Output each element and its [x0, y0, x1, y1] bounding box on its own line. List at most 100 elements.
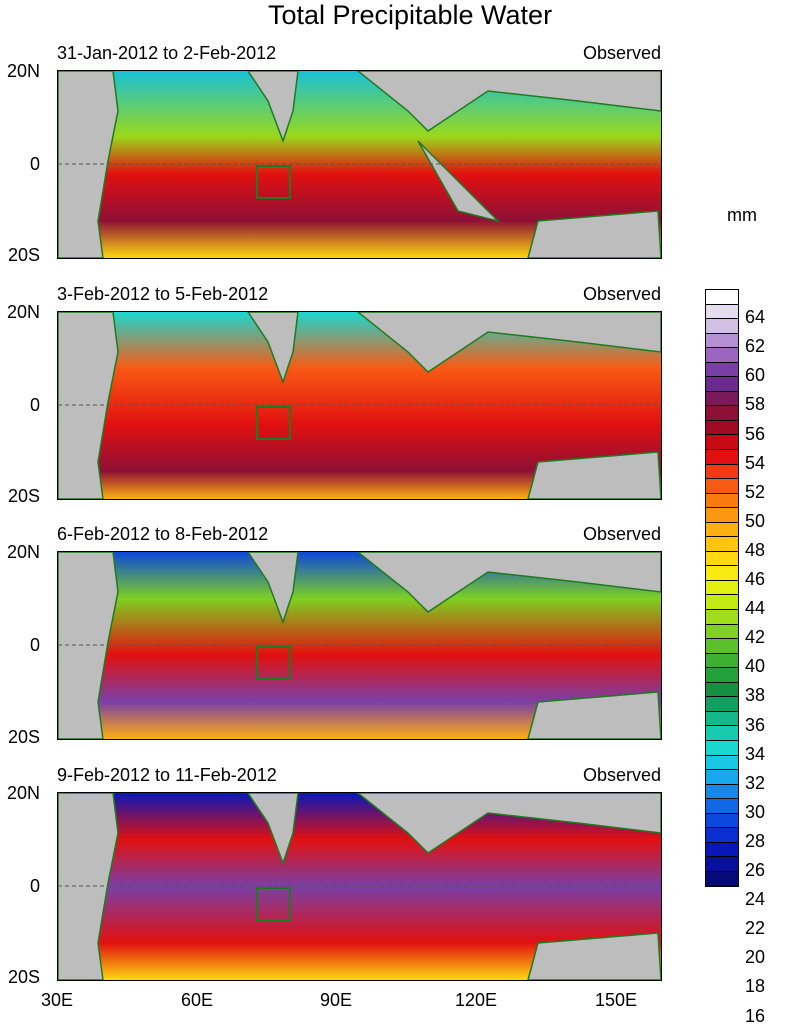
colorbar-label: 48 — [745, 539, 766, 560]
panel-3-date: 6-Feb-2012 to 8-Feb-2012 — [57, 524, 269, 544]
colorbar-swatch — [706, 653, 738, 669]
colorbar-label: 50 — [745, 510, 766, 531]
lat-20n-2: 20N — [6, 302, 40, 322]
colorbar-swatch — [706, 493, 738, 509]
colorbar-swatch — [706, 595, 738, 611]
colorbar-swatch — [706, 624, 738, 640]
lon-150e: 150E — [594, 990, 638, 1010]
colorbar-swatch — [706, 450, 738, 465]
lat-0-3: 0 — [29, 635, 40, 655]
panel-2-date: 3-Feb-2012 to 5-Feb-2012 — [57, 284, 269, 304]
colorbar-swatch — [706, 420, 738, 436]
colorbar-swatch — [706, 668, 738, 683]
colorbar-swatch — [706, 435, 738, 451]
map-panel-1 — [57, 70, 662, 259]
colorbar-swatch — [706, 551, 738, 567]
colorbar-label: 54 — [745, 452, 766, 473]
lon-120e: 120E — [454, 990, 498, 1010]
colorbar-swatch — [706, 842, 738, 858]
panel-2-tag: Observed — [582, 284, 661, 304]
colorbar-unit: mm — [727, 205, 757, 225]
lat-20s-3: 20S — [7, 727, 40, 747]
colorbar-swatch — [706, 537, 738, 552]
colorbar-label: 18 — [745, 976, 766, 997]
lon-30e: 30E — [40, 990, 74, 1010]
colorbar-swatch — [706, 362, 738, 378]
colorbar-label: 64 — [745, 307, 766, 328]
lat-0-1: 0 — [29, 154, 40, 174]
colorbar-swatch — [706, 508, 738, 523]
colorbar-label: 38 — [745, 685, 766, 706]
colorbar-label: 16 — [745, 1005, 766, 1026]
colorbar-swatch — [706, 784, 738, 800]
colorbar-swatch — [706, 726, 738, 741]
colorbar-label: 52 — [745, 481, 766, 502]
panel-3-tag: Observed — [582, 524, 661, 544]
colorbar-swatch — [706, 479, 738, 494]
colorbar-swatch — [706, 464, 738, 480]
lat-0-2: 0 — [29, 395, 40, 415]
panel-4-tag: Observed — [582, 765, 661, 785]
colorbar-label: 42 — [745, 627, 766, 648]
colorbar-label: 58 — [745, 394, 766, 415]
colorbar-swatch — [706, 610, 738, 625]
colorbar-swatch — [706, 697, 738, 712]
colorbar-label: 36 — [745, 714, 766, 735]
panel-1-date: 31-Jan-2012 to 2-Feb-2012 — [57, 43, 277, 63]
colorbar-label: 30 — [745, 801, 766, 822]
lat-20s-4: 20S — [7, 967, 40, 987]
colorbar-swatch — [706, 348, 738, 363]
colorbar-swatch — [706, 580, 738, 596]
colorbar-swatch — [706, 522, 738, 538]
colorbar-swatch — [706, 770, 738, 785]
lat-0-4: 0 — [29, 876, 40, 896]
lat-20s-2: 20S — [7, 486, 40, 506]
lat-20s-1: 20S — [7, 245, 40, 265]
colorbar-label: 60 — [745, 365, 766, 386]
colorbar-swatch — [706, 682, 738, 698]
colorbar-label: 56 — [745, 423, 766, 444]
colorbar-swatch — [706, 304, 738, 320]
colorbar-label: 28 — [745, 830, 766, 851]
panel-1-tag: Observed — [582, 43, 661, 63]
panel-4-date: 9-Feb-2012 to 11-Feb-2012 — [57, 765, 277, 785]
colorbar-swatch — [706, 755, 738, 771]
colorbar — [705, 289, 739, 888]
colorbar-swatch — [706, 813, 738, 829]
colorbar-swatch — [706, 290, 738, 305]
colorbar-label: 46 — [745, 569, 766, 589]
colorbar-swatch — [706, 377, 738, 392]
colorbar-label: 40 — [745, 656, 766, 677]
map-panel-2-svg — [58, 312, 661, 499]
lat-20n-3: 20N — [6, 542, 40, 562]
map-panel-1-svg — [58, 71, 661, 258]
map-panel-3-svg — [58, 552, 661, 739]
colorbar-swatch — [706, 566, 738, 581]
map-panel-2 — [57, 311, 662, 500]
colorbar-swatch — [706, 857, 738, 872]
colorbar-swatch — [706, 740, 738, 756]
colorbar-label: 32 — [745, 772, 766, 793]
lon-60e: 60E — [180, 990, 214, 1010]
colorbar-swatch — [706, 333, 738, 349]
colorbar-label: 62 — [745, 336, 766, 357]
chart-title: Total Precipitable Water — [267, 0, 553, 30]
colorbar-swatch — [706, 391, 738, 407]
colorbar-swatch — [706, 871, 738, 887]
lat-20n-1: 20N — [6, 61, 40, 81]
lat-20n-4: 20N — [6, 783, 40, 803]
map-panel-4 — [57, 792, 662, 981]
colorbar-swatch — [706, 711, 738, 727]
colorbar-swatch — [706, 319, 738, 334]
colorbar-swatch — [706, 799, 738, 814]
colorbar-label: 24 — [745, 889, 766, 910]
colorbar-swatch — [706, 406, 738, 421]
colorbar-label: 34 — [745, 743, 766, 764]
colorbar-label: 22 — [745, 918, 766, 939]
map-panel-4-svg — [58, 793, 661, 980]
map-panel-3 — [57, 551, 662, 740]
colorbar-label: 20 — [745, 947, 766, 968]
colorbar-label: 44 — [745, 598, 766, 619]
colorbar-swatch — [706, 639, 738, 654]
lon-90e: 90E — [319, 990, 353, 1010]
